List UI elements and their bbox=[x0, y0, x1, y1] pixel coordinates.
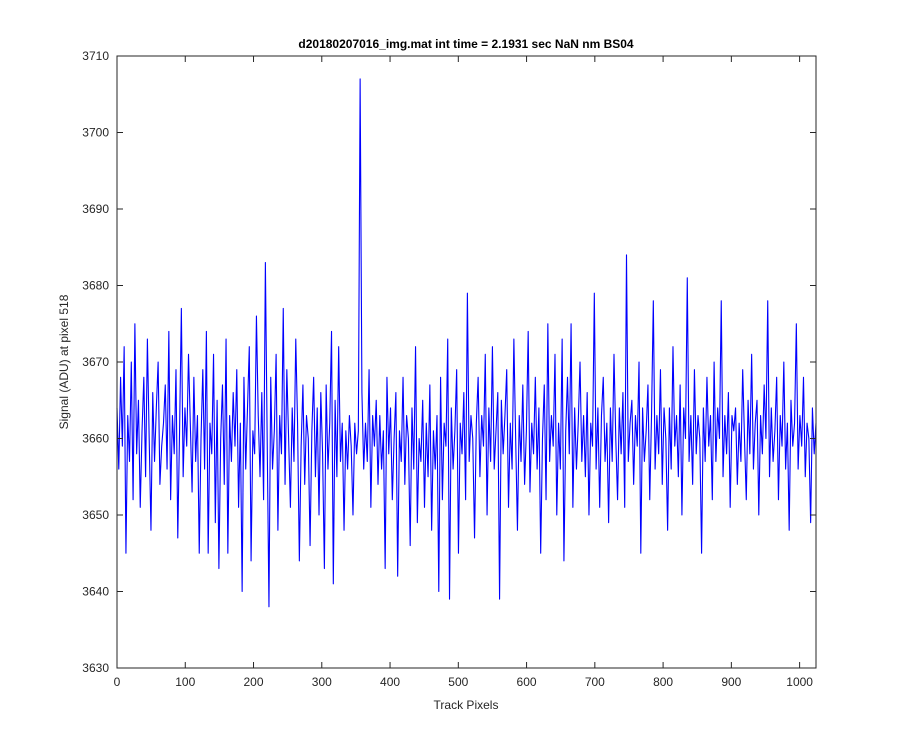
y-tick-label: 3670 bbox=[82, 355, 109, 369]
y-tick-label: 3680 bbox=[82, 279, 109, 293]
x-tick-label: 500 bbox=[448, 675, 468, 689]
y-tick-label: 3640 bbox=[82, 585, 109, 599]
y-tick-label: 3630 bbox=[82, 661, 109, 675]
y-tick-label: 3710 bbox=[82, 49, 109, 63]
x-tick-label: 0 bbox=[114, 675, 121, 689]
y-axis-label: Signal (ADU) at pixel 518 bbox=[57, 294, 71, 429]
x-tick-label: 600 bbox=[517, 675, 537, 689]
x-tick-label: 200 bbox=[244, 675, 264, 689]
x-tick-label: 700 bbox=[585, 675, 605, 689]
x-tick-label: 400 bbox=[380, 675, 400, 689]
series-line-1 bbox=[116, 78, 817, 608]
chart-title: d20180207016_img.mat int time = 2.1931 s… bbox=[298, 37, 634, 51]
y-tick-label: 3700 bbox=[82, 126, 109, 140]
y-tick-label: 3660 bbox=[82, 432, 109, 446]
y-tick-label: 3650 bbox=[82, 508, 109, 522]
x-tick-label: 100 bbox=[175, 675, 195, 689]
x-tick-label: 800 bbox=[653, 675, 673, 689]
x-tick-label: 300 bbox=[312, 675, 332, 689]
y-tick-label: 3690 bbox=[82, 202, 109, 216]
x-tick-label: 1000 bbox=[786, 675, 813, 689]
x-tick-label: 900 bbox=[721, 675, 741, 689]
x-axis-label: Track Pixels bbox=[434, 698, 499, 712]
